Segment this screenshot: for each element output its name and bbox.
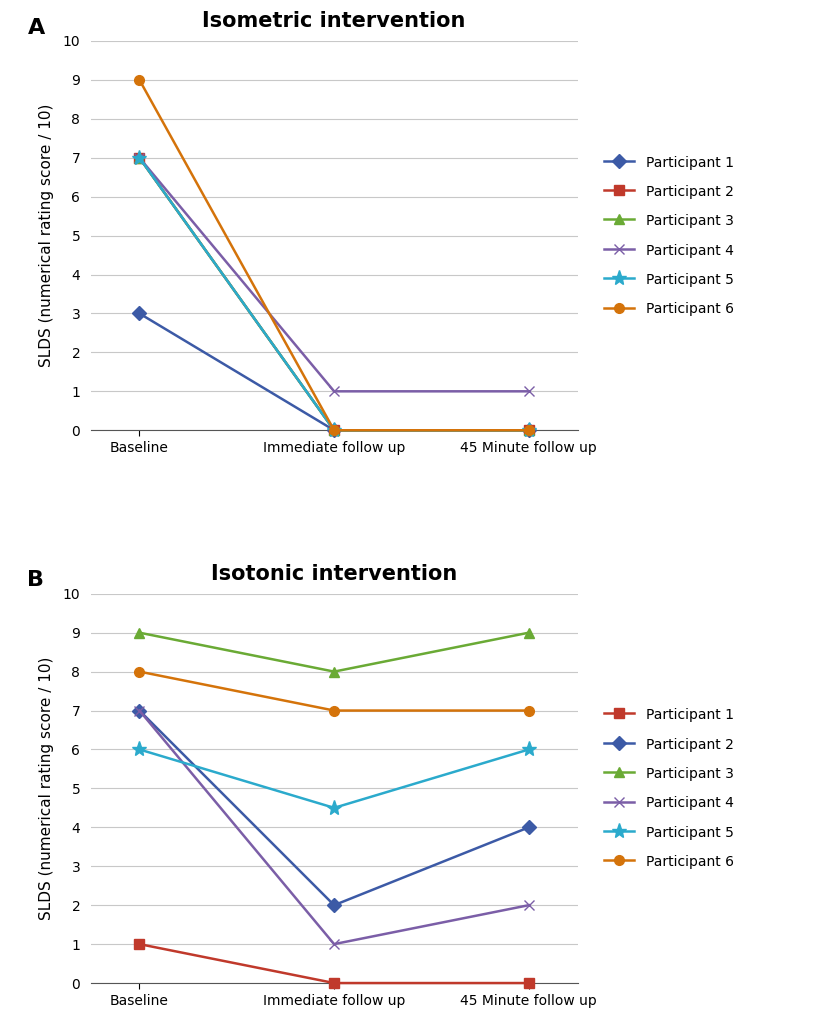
Legend: Participant 1, Participant 2, Participant 3, Participant 4, Participant 5, Parti: Participant 1, Participant 2, Participan… <box>604 708 733 869</box>
Title: Isotonic intervention: Isotonic intervention <box>211 564 457 584</box>
Text: B: B <box>27 570 45 591</box>
Y-axis label: SLDS (numerical rating score / 10): SLDS (numerical rating score / 10) <box>40 656 54 921</box>
Y-axis label: SLDS (numerical rating score / 10): SLDS (numerical rating score / 10) <box>40 103 54 368</box>
Legend: Participant 1, Participant 2, Participant 3, Participant 4, Participant 5, Parti: Participant 1, Participant 2, Participan… <box>604 155 733 316</box>
Text: A: A <box>27 17 45 38</box>
Title: Isometric intervention: Isometric intervention <box>202 11 466 31</box>
